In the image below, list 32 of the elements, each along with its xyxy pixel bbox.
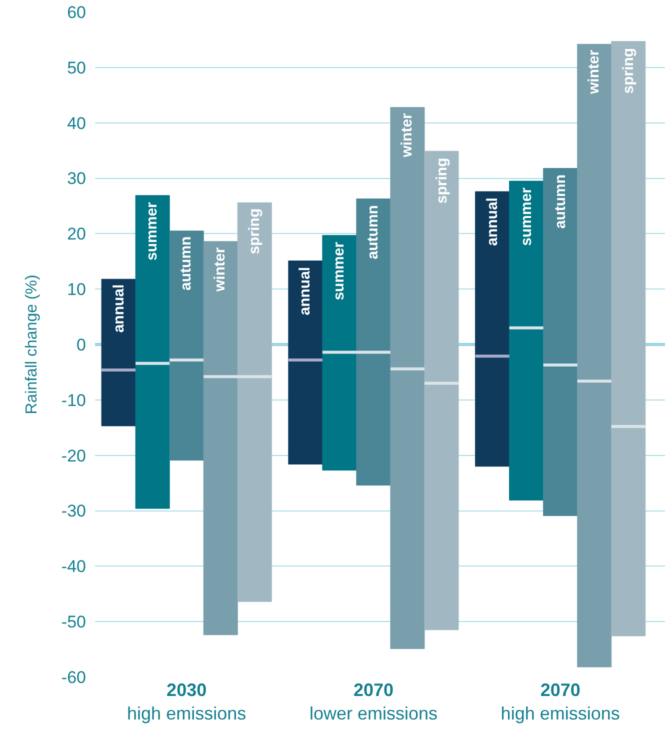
y-tick-label: 0	[76, 335, 86, 354]
text: autumn	[364, 205, 382, 260]
text: autumn	[552, 174, 570, 229]
y-tick-label: 30	[67, 169, 86, 188]
legend-label: winter	[212, 247, 229, 293]
legend-label: autumn	[178, 236, 195, 290]
text: winter	[398, 113, 416, 158]
y-tick-label: -10	[61, 390, 86, 410]
text: summer	[330, 242, 348, 300]
text: winter	[586, 50, 603, 94]
y-tick-label: -30	[61, 502, 86, 521]
y-tick-label: -20	[61, 446, 86, 466]
y-tick-label: 10	[67, 280, 86, 300]
y-tick-label: 60	[67, 2, 86, 22]
legend-label: summer	[144, 202, 161, 260]
text: spring	[620, 48, 637, 94]
text: annual	[296, 266, 314, 316]
y-tick-label: 40	[67, 114, 86, 133]
text: spring	[433, 158, 450, 204]
legend-label: spring	[246, 208, 263, 254]
x-tick-label: 2070 high emissions	[500, 680, 620, 724]
legend-label: annual	[110, 284, 128, 333]
text: annual	[484, 198, 501, 246]
y-tick-label: 20	[67, 224, 86, 244]
y-tick-label: -40	[61, 557, 86, 576]
text: summer	[518, 187, 535, 246]
x-tick-label: 2070 lower emissions	[309, 680, 438, 724]
y-tick-label: 50	[67, 58, 86, 78]
y-tick-label: -60	[61, 668, 86, 687]
y-axis-title: Rainfall change (%)	[23, 274, 40, 414]
x-tick-label: 2030 high emissions	[127, 680, 246, 724]
y-tick-label: -50	[61, 612, 86, 632]
